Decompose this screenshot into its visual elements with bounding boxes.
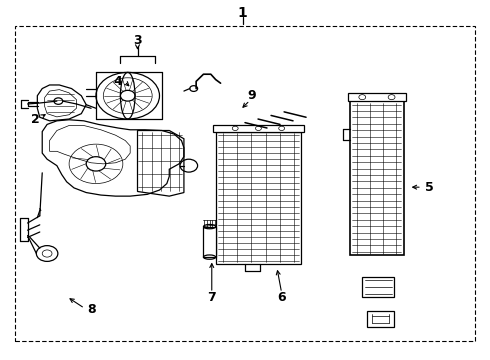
Bar <box>203 226 216 257</box>
Text: 3: 3 <box>133 33 142 47</box>
Bar <box>350 101 404 255</box>
Bar <box>367 311 394 327</box>
Text: 5: 5 <box>425 181 434 194</box>
Text: 9: 9 <box>247 89 256 102</box>
Bar <box>213 125 304 132</box>
Text: 6: 6 <box>277 291 286 304</box>
Text: 2: 2 <box>30 113 39 126</box>
Bar <box>362 277 394 297</box>
Bar <box>216 132 301 264</box>
Text: 4: 4 <box>114 75 122 88</box>
Text: 8: 8 <box>87 303 96 316</box>
Text: 7: 7 <box>207 291 216 304</box>
Text: 1: 1 <box>238 6 247 20</box>
Bar <box>347 93 406 101</box>
Bar <box>15 26 475 341</box>
